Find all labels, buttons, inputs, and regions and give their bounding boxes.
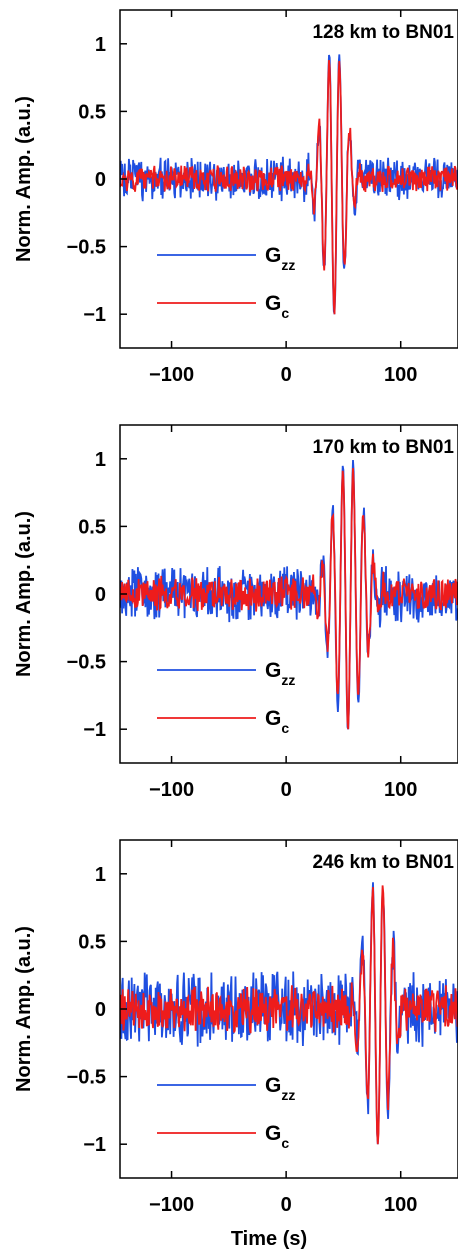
y-tick-label: 1 [95, 34, 106, 56]
x-axis-label: Time (s) [231, 1228, 307, 1250]
x-tick-label: 0 [281, 1194, 292, 1216]
x-tick-label: −100 [149, 779, 194, 801]
y-tick-label: 0.5 [78, 516, 106, 538]
legend-label: Gc [265, 292, 289, 321]
y-tick-label: 1 [95, 864, 106, 886]
y-axis-label: Norm. Amp. (a.u.) [13, 926, 35, 1092]
y-axis-label: Norm. Amp. (a.u.) [13, 96, 35, 262]
legend: Gzz Gc [157, 659, 295, 736]
legend: Gzz Gc [157, 1074, 295, 1151]
y-tick-label: 0 [95, 169, 106, 191]
y-tick-label: 0 [95, 999, 106, 1021]
legend-label: Gzz [265, 1074, 295, 1103]
x-tick-label: 100 [384, 779, 417, 801]
panel-title: 128 km to BN01 [312, 22, 454, 43]
panel-3: −1 −0.5 0 0.5 1 −100 0 100 246 km to BN01 Norm. A… [13, 840, 458, 1250]
y-tick-label: 0.5 [78, 931, 106, 953]
y-tick-label: −0.5 [67, 652, 106, 674]
legend-label: Gc [265, 1122, 289, 1151]
x-tick-label: −100 [149, 1194, 194, 1216]
x-tick-label: 100 [384, 364, 417, 386]
y-tick-label: −1 [83, 719, 106, 741]
y-tick-label: −1 [83, 304, 106, 326]
y-tick-label: 0.5 [78, 101, 106, 123]
y-tick-label: −0.5 [67, 237, 106, 259]
y-tick-label: −0.5 [67, 1067, 106, 1089]
legend: Gzz Gc [157, 244, 295, 321]
x-tick-label: 0 [281, 779, 292, 801]
legend-label: Gzz [265, 244, 295, 273]
y-axis-label: Norm. Amp. (a.u.) [13, 511, 35, 677]
x-tick-label: 0 [281, 364, 292, 386]
legend-label: Gzz [265, 659, 295, 688]
y-tick-label: 0 [95, 584, 106, 606]
panel-title: 170 km to BN01 [312, 437, 454, 458]
x-tick-label: 100 [384, 1194, 417, 1216]
panel-title: 246 km to BN01 [312, 852, 454, 873]
x-tick-label: −100 [149, 364, 194, 386]
y-tick-label: −1 [83, 1134, 106, 1156]
panel-1: −1 −0.5 0 0.5 1 −100 0 100 128 km to BN01 Norm. A… [13, 10, 458, 386]
y-tick-label: 1 [95, 449, 106, 471]
panel-2: −1 −0.5 0 0.5 1 −100 0 100 170 km to BN01 Norm. A… [13, 425, 458, 801]
legend-label: Gc [265, 707, 289, 736]
